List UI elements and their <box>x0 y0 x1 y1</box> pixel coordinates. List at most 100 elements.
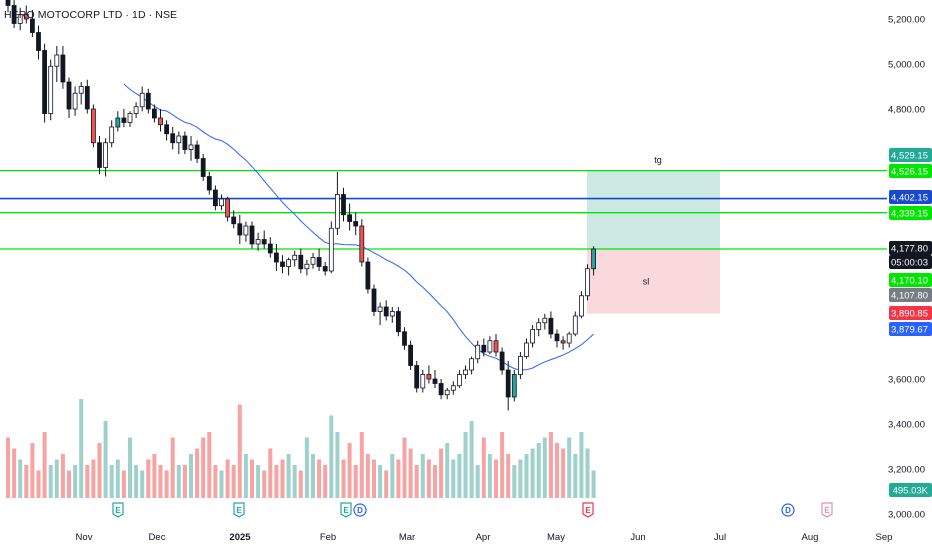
candle[interactable] <box>97 136 102 175</box>
candle[interactable] <box>463 365 468 380</box>
candle[interactable] <box>444 388 450 400</box>
candle[interactable] <box>54 46 60 82</box>
candle[interactable] <box>42 43 47 123</box>
candle[interactable] <box>426 365 432 384</box>
candle[interactable] <box>115 111 121 132</box>
candle[interactable] <box>151 104 157 123</box>
candle[interactable] <box>164 120 170 141</box>
candle[interactable] <box>103 138 108 177</box>
candle[interactable] <box>84 79 90 114</box>
candle[interactable] <box>591 246 596 276</box>
candle[interactable] <box>267 237 273 258</box>
candle[interactable] <box>505 361 511 411</box>
candle[interactable] <box>389 307 395 323</box>
candle[interactable] <box>298 248 304 274</box>
candle[interactable] <box>456 370 462 388</box>
event-marker-earnings[interactable]: E <box>112 502 124 518</box>
candle[interactable] <box>206 172 212 195</box>
candle[interactable] <box>432 370 438 388</box>
candle[interactable] <box>322 262 328 276</box>
candle[interactable] <box>377 302 383 326</box>
candle[interactable] <box>530 325 535 348</box>
stop-zone[interactable] <box>587 248 720 314</box>
horizontal-lines[interactable] <box>0 169 887 250</box>
candle[interactable] <box>194 140 200 164</box>
candle[interactable] <box>243 221 249 242</box>
candle[interactable] <box>231 210 237 229</box>
candle[interactable] <box>371 284 377 317</box>
candle[interactable] <box>72 86 78 116</box>
candle[interactable] <box>5 0 11 13</box>
candle[interactable] <box>359 219 365 267</box>
candle[interactable] <box>133 102 139 118</box>
candle[interactable] <box>273 244 279 271</box>
candle[interactable] <box>450 381 456 395</box>
price-axis[interactable]: 5,200.00 5,000.00 4,800.00 3,600.00 3,400.00… <box>888 15 925 521</box>
candle[interactable] <box>579 291 584 319</box>
candle[interactable] <box>219 194 224 211</box>
candle[interactable] <box>365 257 371 294</box>
candle[interactable] <box>91 104 96 148</box>
candle[interactable] <box>493 334 499 357</box>
candle[interactable] <box>475 340 481 364</box>
candle[interactable] <box>438 379 444 400</box>
candle[interactable] <box>310 253 316 269</box>
candle[interactable] <box>200 154 206 181</box>
candle[interactable] <box>145 88 151 114</box>
event-marker-earnings-pink[interactable]: E <box>821 502 833 518</box>
candle[interactable] <box>536 318 542 337</box>
event-marker-dividend[interactable]: D <box>353 503 367 517</box>
candlestick-series[interactable] <box>5 0 596 411</box>
candle[interactable] <box>212 185 218 211</box>
candle[interactable] <box>139 86 145 112</box>
candle[interactable] <box>408 340 414 370</box>
candle[interactable] <box>499 347 505 375</box>
candle[interactable] <box>524 338 529 359</box>
time-axis[interactable]: Nov Dec 2025 Feb Mar Apr May Jun Jul Aug Sep <box>76 532 893 543</box>
candle[interactable] <box>237 214 243 244</box>
event-marker-dividend[interactable]: D <box>781 503 795 517</box>
candle[interactable] <box>60 46 66 89</box>
candle[interactable] <box>304 259 310 276</box>
event-marker-earnings[interactable]: E <box>233 502 245 518</box>
candle[interactable] <box>188 136 194 161</box>
candle[interactable] <box>316 248 322 272</box>
event-marker-earnings[interactable]: E <box>340 502 352 518</box>
candle[interactable] <box>572 311 578 337</box>
candle[interactable] <box>249 221 255 249</box>
candle[interactable] <box>469 356 475 375</box>
candle[interactable] <box>286 257 292 276</box>
position-tool[interactable] <box>587 169 720 314</box>
candle[interactable] <box>23 5 29 24</box>
candle[interactable] <box>383 300 389 321</box>
candle[interactable] <box>402 327 407 350</box>
candle[interactable] <box>121 109 127 127</box>
candle[interactable] <box>353 212 359 236</box>
candle[interactable] <box>518 352 523 379</box>
candle[interactable] <box>255 232 261 251</box>
candle[interactable] <box>280 255 285 274</box>
candle[interactable] <box>481 338 487 357</box>
candle[interactable] <box>29 10 35 37</box>
target-zone[interactable] <box>587 169 720 249</box>
candle[interactable] <box>225 196 231 222</box>
candle[interactable] <box>548 311 554 339</box>
candle[interactable] <box>48 59 54 121</box>
candle[interactable] <box>542 313 548 330</box>
candle[interactable] <box>158 109 163 132</box>
candle[interactable] <box>261 230 267 249</box>
candle[interactable] <box>127 111 133 127</box>
candle[interactable] <box>109 120 115 148</box>
candle[interactable] <box>11 0 17 28</box>
event-marker-earnings-red[interactable]: E <box>582 502 594 518</box>
candle[interactable] <box>566 331 572 348</box>
candle[interactable] <box>487 336 493 355</box>
candle[interactable] <box>414 361 420 393</box>
candle[interactable] <box>334 172 340 235</box>
candle[interactable] <box>554 329 560 348</box>
candle[interactable] <box>182 131 188 155</box>
candle[interactable] <box>511 370 517 402</box>
candle[interactable] <box>328 221 334 274</box>
